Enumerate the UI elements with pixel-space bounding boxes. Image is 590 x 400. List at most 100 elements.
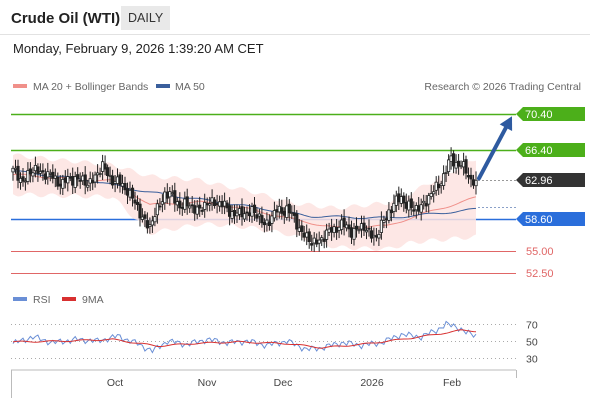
candle xyxy=(474,171,478,195)
candle xyxy=(111,169,115,189)
candle xyxy=(242,206,247,222)
candle-body xyxy=(359,223,364,230)
level-tag-62-96: 62.96 xyxy=(516,173,585,187)
candle xyxy=(145,212,149,234)
candle-body xyxy=(277,205,281,213)
candle-body xyxy=(33,164,38,172)
candle-body xyxy=(168,191,172,198)
candle-body xyxy=(195,206,199,215)
candle-body xyxy=(394,195,398,206)
candle xyxy=(310,234,314,251)
candle-body xyxy=(292,212,296,216)
candle-body xyxy=(140,216,144,220)
candle-body xyxy=(429,193,433,197)
candle-body xyxy=(307,231,311,243)
candle xyxy=(51,164,55,184)
tag-value: 70.40 xyxy=(525,109,553,121)
candle-body xyxy=(432,191,436,195)
candle xyxy=(295,210,299,238)
candle xyxy=(212,197,217,209)
candle-body xyxy=(36,166,40,174)
candle xyxy=(83,166,87,195)
candle-body xyxy=(282,210,286,216)
candle xyxy=(432,185,436,203)
candle-body xyxy=(444,171,448,174)
candle-body xyxy=(76,174,80,180)
candle-body xyxy=(417,205,421,212)
candle-body xyxy=(402,195,406,204)
level-tag-70-40: 70.40 xyxy=(516,107,585,121)
candle-body xyxy=(173,190,177,204)
candle-body xyxy=(469,174,473,180)
candle-body xyxy=(158,205,162,208)
candle xyxy=(419,198,423,221)
candle xyxy=(195,200,199,220)
candle-body xyxy=(145,220,149,229)
candle xyxy=(322,230,326,249)
candle xyxy=(287,199,291,222)
candle-body xyxy=(130,187,135,199)
candle-body xyxy=(392,202,396,212)
candle-body xyxy=(88,178,92,184)
candle xyxy=(424,195,428,213)
x-tick-nov: Nov xyxy=(198,377,217,389)
candle-body xyxy=(190,204,194,207)
candle xyxy=(456,154,461,175)
tag-shape xyxy=(516,212,585,226)
candle-body xyxy=(170,192,174,195)
instrument-title: Crude Oil (WTI) xyxy=(11,10,121,27)
candle-body xyxy=(357,229,361,232)
candle xyxy=(307,228,311,249)
candle xyxy=(168,187,172,206)
candle xyxy=(354,217,359,238)
candle xyxy=(387,202,391,224)
candle-body xyxy=(441,173,446,186)
rsi-level-label-30: 30 xyxy=(526,354,538,366)
candle-body xyxy=(31,172,35,177)
x-axis: Oct Nov Dec 2026 Feb xyxy=(11,369,517,398)
candle-body xyxy=(217,201,222,207)
timeframe-badge[interactable]: DAILY xyxy=(121,6,171,30)
x-tick-2026: 2026 xyxy=(360,377,384,389)
tag-value: 66.40 xyxy=(525,145,553,157)
candle-body xyxy=(125,188,130,196)
candle-body xyxy=(332,226,336,233)
candle-body xyxy=(424,203,428,207)
candle-body xyxy=(63,177,67,183)
candle xyxy=(118,172,122,193)
candle-body xyxy=(364,229,369,233)
candle xyxy=(412,201,416,217)
candle xyxy=(451,150,456,174)
candle xyxy=(185,188,189,215)
candle xyxy=(352,223,356,246)
candle-body xyxy=(247,212,252,217)
projection-arrow xyxy=(477,116,513,181)
candle xyxy=(446,154,451,176)
candle-body xyxy=(81,175,85,182)
candle-body xyxy=(53,175,57,179)
candle xyxy=(73,171,77,193)
candle-body xyxy=(232,209,237,217)
candle-body xyxy=(250,206,254,217)
candle-body xyxy=(185,196,189,207)
candle-body xyxy=(148,224,152,227)
candle-body xyxy=(153,216,157,223)
candle-body xyxy=(302,232,306,238)
candle-body xyxy=(21,176,25,182)
candle-body xyxy=(71,175,75,186)
candle-body xyxy=(86,184,90,188)
ma9-legend-swatch xyxy=(62,297,76,301)
candle xyxy=(150,215,154,233)
candle xyxy=(93,171,97,188)
candle xyxy=(364,225,369,240)
candle-body xyxy=(287,203,291,214)
candle xyxy=(427,192,431,213)
candle-body xyxy=(315,239,319,245)
candle xyxy=(200,206,204,215)
candle-body xyxy=(198,204,202,209)
ma50-legend-label: MA 50 xyxy=(175,81,205,93)
candle-body xyxy=(310,243,314,246)
rsi-line xyxy=(12,320,477,354)
candle-body xyxy=(93,174,97,183)
